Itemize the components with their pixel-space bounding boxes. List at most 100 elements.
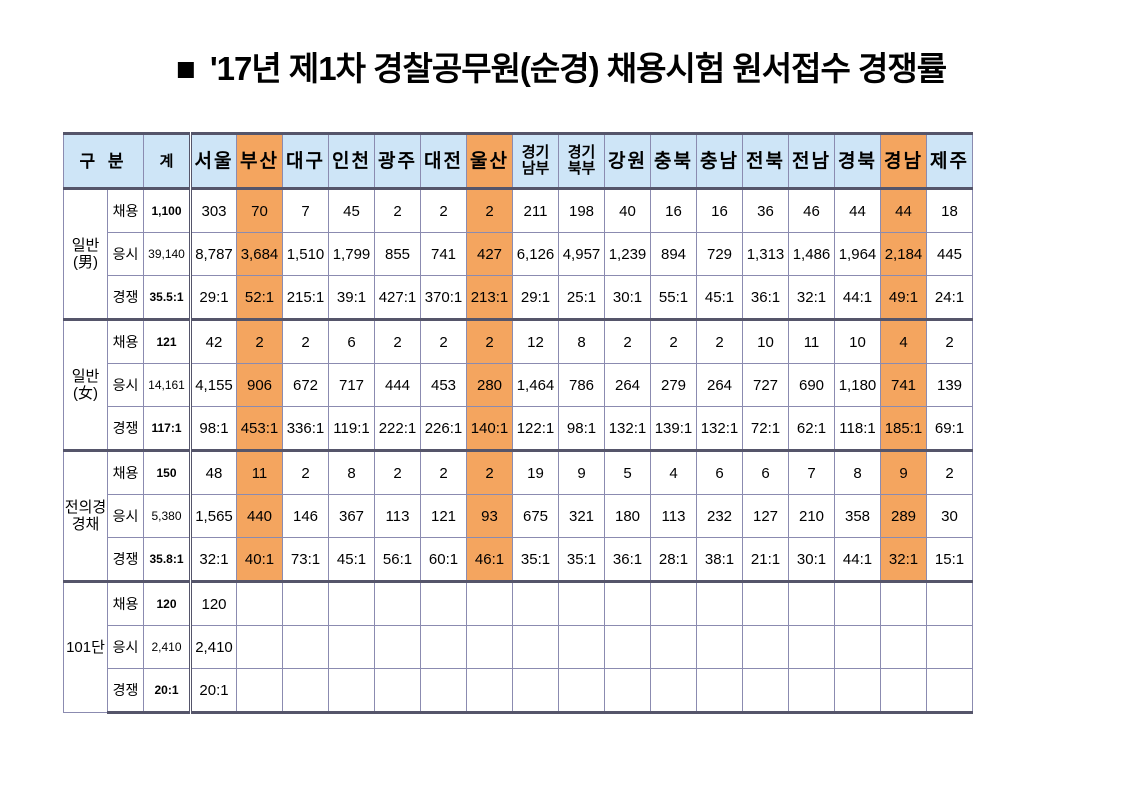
region-column-header: 경북 <box>834 132 881 190</box>
data-cell <box>328 668 375 714</box>
data-cell: 42 <box>189 318 237 364</box>
row-type-label: 경쟁 <box>107 406 144 451</box>
data-cell: 8 <box>558 318 605 364</box>
data-cell <box>282 580 329 626</box>
data-cell: 119:1 <box>328 406 375 451</box>
data-cell: 2 <box>650 318 697 364</box>
data-cell: 30:1 <box>604 275 651 320</box>
row-type-label: 채용 <box>107 580 144 626</box>
data-cell: 2 <box>926 449 973 495</box>
total-cell: 117:1 <box>143 406 191 451</box>
data-cell: 93 <box>466 494 513 538</box>
data-cell: 121 <box>420 494 467 538</box>
data-cell: 213:1 <box>466 275 513 320</box>
data-cell: 29:1 <box>512 275 559 320</box>
data-cell <box>604 668 651 714</box>
data-cell: 2,184 <box>880 232 927 276</box>
square-bullet-icon: ■ <box>175 50 196 87</box>
table-row: 경쟁 20:1 20:1 <box>64 668 973 714</box>
data-cell: 38:1 <box>696 537 743 582</box>
data-cell: 2,410 <box>189 625 237 669</box>
data-cell: 10 <box>742 318 789 364</box>
table-row: 응시 14,161 4,155 906 672 717 444 453 280 1,464 786 2… <box>64 363 973 407</box>
total-cell: 121 <box>143 318 191 364</box>
total-cell: 120 <box>143 580 191 626</box>
data-cell: 215:1 <box>282 275 329 320</box>
data-cell: 32:1 <box>788 275 835 320</box>
data-cell: 1,180 <box>834 363 881 407</box>
data-cell <box>834 580 881 626</box>
total-cell: 35.5:1 <box>143 275 191 320</box>
row-type-label: 채용 <box>107 318 144 364</box>
data-cell: 16 <box>650 187 697 233</box>
data-cell <box>650 668 697 714</box>
data-cell <box>466 668 513 714</box>
data-cell: 2 <box>604 318 651 364</box>
data-cell: 2 <box>374 449 421 495</box>
data-cell: 4,957 <box>558 232 605 276</box>
data-cell <box>604 580 651 626</box>
data-cell: 4,155 <box>189 363 237 407</box>
data-cell: 40 <box>604 187 651 233</box>
data-cell <box>926 580 973 626</box>
data-cell <box>696 668 743 714</box>
data-cell: 2 <box>466 318 513 364</box>
data-cell: 35:1 <box>512 537 559 582</box>
data-cell: 146 <box>282 494 329 538</box>
data-cell: 8 <box>328 449 375 495</box>
data-cell: 45 <box>328 187 375 233</box>
table-row: 전의경 경채 채용 150 48 11 2 8 2 2 2 19 9 5 4 6 6 7 8 9 2 <box>63 449 973 582</box>
data-cell: 906 <box>236 363 283 407</box>
data-cell <box>742 580 789 626</box>
data-cell: 28:1 <box>650 537 697 582</box>
data-cell: 127 <box>742 494 789 538</box>
data-cell: 2 <box>466 187 513 233</box>
data-cell: 70 <box>236 187 283 233</box>
data-cell <box>788 580 835 626</box>
data-cell: 12 <box>512 318 559 364</box>
data-cell: 48 <box>189 449 237 495</box>
row-type-label: 응시 <box>107 363 144 407</box>
data-cell: 690 <box>788 363 835 407</box>
data-cell: 25:1 <box>558 275 605 320</box>
region-column-header: 대구 <box>282 132 329 190</box>
data-cell <box>558 625 605 669</box>
data-cell: 8 <box>834 449 881 495</box>
data-cell <box>420 625 467 669</box>
data-cell <box>926 625 973 669</box>
data-cell <box>696 625 743 669</box>
data-cell: 120 <box>189 580 237 626</box>
data-cell: 336:1 <box>282 406 329 451</box>
data-cell: 358 <box>834 494 881 538</box>
data-cell: 672 <box>282 363 329 407</box>
row-type-label: 응시 <box>107 494 144 538</box>
data-cell: 11 <box>236 449 283 495</box>
data-cell: 855 <box>374 232 421 276</box>
data-cell: 139:1 <box>650 406 697 451</box>
data-cell: 7 <box>788 449 835 495</box>
data-cell: 1,239 <box>604 232 651 276</box>
data-cell: 60:1 <box>420 537 467 582</box>
header-row: 구 분 계 서울 부산 대구 인천 광주 대전 울산 경기 남부 경기 북부 강원 충북 충남 전북 전남 경북… <box>63 132 973 190</box>
data-cell: 139 <box>926 363 973 407</box>
region-column-header: 충남 <box>696 132 743 190</box>
data-cell: 20:1 <box>189 668 237 714</box>
data-cell: 30:1 <box>788 537 835 582</box>
data-cell: 1,313 <box>742 232 789 276</box>
data-cell: 132:1 <box>696 406 743 451</box>
data-cell: 786 <box>558 363 605 407</box>
page-title: ■ '17년 제1차 경찰공무원(순경) 채용시험 원서접수 경쟁률 <box>0 42 1122 90</box>
data-cell: 367 <box>328 494 375 538</box>
table-row: 경쟁 35.5:1 29:1 52:1 215:1 39:1 427:1 370:1 213:1… <box>64 275 973 320</box>
total-cell: 1,100 <box>143 187 191 233</box>
data-cell: 72:1 <box>742 406 789 451</box>
data-cell: 19 <box>512 449 559 495</box>
data-cell: 56:1 <box>374 537 421 582</box>
data-cell: 2 <box>282 318 329 364</box>
data-cell: 1,565 <box>189 494 237 538</box>
row-group-label: 101단 <box>63 580 108 713</box>
data-cell: 729 <box>696 232 743 276</box>
data-cell: 427:1 <box>374 275 421 320</box>
data-cell: 9 <box>880 449 927 495</box>
